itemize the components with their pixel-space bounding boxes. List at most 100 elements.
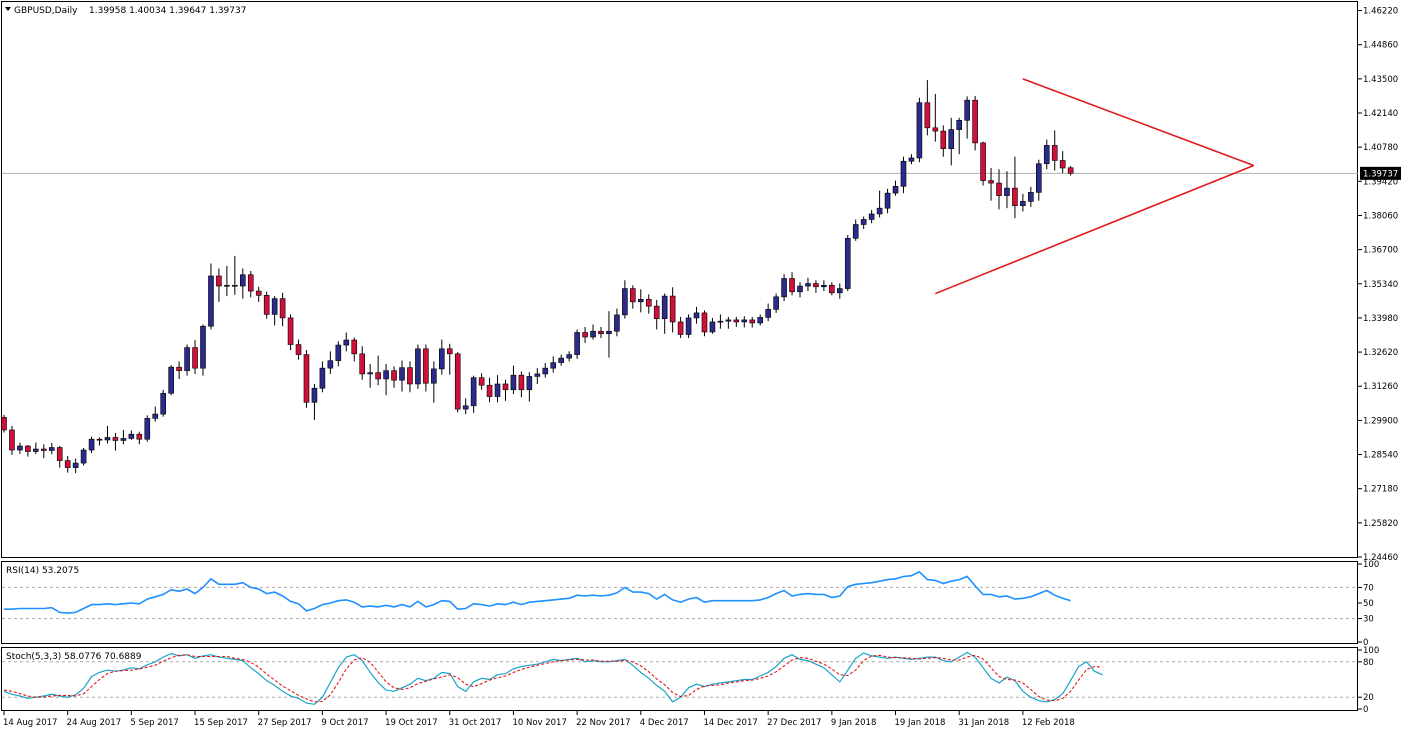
- bull-candle-body: [637, 299, 644, 303]
- bull-candle-body: [948, 129, 955, 149]
- x-tick-label: 5 Sep 2017: [130, 718, 178, 728]
- indicator-tick-label: 100: [1363, 646, 1379, 656]
- bear-candle-body: [996, 182, 1002, 196]
- bear-candle-body: [1012, 187, 1018, 206]
- x-tick-label: 9 Oct 2017: [321, 718, 368, 728]
- chart-menu-triangle-icon[interactable]: [5, 7, 11, 11]
- price-tick-label: 1.44860: [1363, 41, 1398, 51]
- trendline: [1022, 78, 1255, 167]
- bear-candle-body: [192, 347, 198, 369]
- bull-candle-body: [168, 366, 174, 394]
- price-tick-label: 1.46220: [1363, 7, 1398, 17]
- indicator-tick-label: 0: [1363, 705, 1368, 715]
- bear-candle-body: [789, 278, 795, 293]
- chart-symbol: GBPUSD,Daily: [14, 6, 78, 16]
- bull-candle-body: [208, 275, 214, 327]
- x-tick-label: 14 Dec 2017: [703, 718, 757, 728]
- current-price-tag-label: 1.39737: [1363, 169, 1398, 179]
- bull-candle-body: [470, 377, 477, 407]
- bull-candle-body: [438, 348, 445, 370]
- bear-candle-body: [232, 284, 238, 287]
- bear-candle-body: [56, 447, 63, 461]
- bear-candle-body: [829, 284, 835, 294]
- bear-candle-body: [9, 429, 15, 451]
- bull-candle-body: [462, 405, 469, 410]
- bull-candle-body: [311, 387, 318, 403]
- bull-candle-body: [574, 332, 580, 355]
- bear-candle-body: [216, 275, 222, 287]
- bear-candle-body: [813, 283, 819, 288]
- price-tick-label: 1.24460: [1363, 553, 1398, 563]
- bear-candle-body: [136, 433, 143, 440]
- bull-candle-body: [319, 367, 326, 389]
- bull-candle-body: [661, 295, 668, 319]
- bull-candle-body: [152, 413, 159, 419]
- bear-candle-body: [64, 460, 71, 468]
- bear-candle-body: [375, 372, 381, 380]
- bull-candle-body: [964, 99, 970, 121]
- bull-candle-body: [160, 392, 166, 415]
- bull-candle-body: [765, 309, 771, 318]
- bull-candle-body: [120, 438, 127, 441]
- bull-candle-body: [17, 445, 23, 451]
- bull-candle-body: [526, 376, 533, 391]
- bull-candle-body: [844, 238, 851, 289]
- stoch-signal-line: [3, 654, 1103, 703]
- bull-candle-body: [542, 367, 549, 375]
- bull-candle-body: [773, 296, 779, 310]
- bear-candle-body: [486, 384, 493, 397]
- bull-candle-body: [900, 160, 907, 187]
- price-tick-label: 1.27180: [1363, 485, 1398, 495]
- price-tick-label: 1.33980: [1363, 314, 1398, 324]
- x-tick-label: 14 Aug 2017: [3, 718, 57, 728]
- bull-candle-body: [868, 213, 875, 220]
- indicator-tick-label: 100: [1363, 560, 1379, 570]
- bull-candle-body: [1028, 192, 1034, 202]
- bull-candle-body: [566, 354, 572, 359]
- indicator-tick-label: 30: [1363, 615, 1374, 625]
- bull-candle-body: [1036, 163, 1042, 193]
- bear-candle-body: [112, 437, 119, 441]
- bear-candle-body: [478, 377, 485, 386]
- x-tick-label: 10 Nov 2017: [512, 718, 566, 728]
- bear-candle-body: [669, 295, 676, 323]
- bull-candle-body: [510, 374, 517, 391]
- indicator-tick-label: 20: [1363, 693, 1374, 703]
- bear-candle-body: [677, 321, 684, 335]
- bull-candle-body: [558, 357, 565, 363]
- bull-candle-body: [494, 383, 501, 397]
- bear-candle-body: [701, 312, 708, 333]
- rsi-series: [4, 570, 1071, 614]
- price-tick-label: 1.43500: [1363, 75, 1398, 85]
- bull-candle-body: [240, 274, 246, 287]
- bear-candle-body: [25, 445, 31, 452]
- bear-candle-body: [1051, 145, 1058, 161]
- bear-candle-body: [940, 130, 947, 149]
- bull-candle-body: [200, 325, 206, 369]
- x-tick-label: 19 Jan 2018: [895, 718, 946, 728]
- bull-candle-body: [797, 285, 803, 293]
- price-tick-label: 1.36700: [1363, 246, 1398, 256]
- x-tick-label: 27 Dec 2017: [767, 718, 821, 728]
- bull-candle-body: [335, 344, 342, 361]
- x-tick-label: 27 Sep 2017: [258, 718, 312, 728]
- bear-candle-body: [255, 290, 262, 296]
- bull-candle-body: [892, 186, 899, 194]
- bear-candle-body: [287, 317, 294, 345]
- bear-candle-body: [749, 319, 756, 324]
- bear-candle-body: [1, 417, 7, 431]
- x-tick-label: 31 Jan 2018: [958, 718, 1009, 728]
- bull-candle-body: [717, 320, 724, 323]
- bear-candle-body: [423, 348, 429, 384]
- bear-candle-body: [653, 305, 660, 319]
- bull-candle-body: [614, 314, 620, 332]
- x-tick-label: 15 Sep 2017: [194, 718, 248, 728]
- bear-candle-body: [733, 319, 740, 323]
- rsi-pane-frame: [1, 561, 1358, 644]
- bull-candle-body: [1043, 145, 1050, 165]
- x-tick-label: 9 Jan 2018: [831, 718, 877, 728]
- bull-candle-body: [399, 367, 405, 381]
- bull-candle-body: [836, 288, 843, 294]
- bull-candle-body: [1020, 201, 1026, 206]
- bull-candle-body: [128, 433, 135, 439]
